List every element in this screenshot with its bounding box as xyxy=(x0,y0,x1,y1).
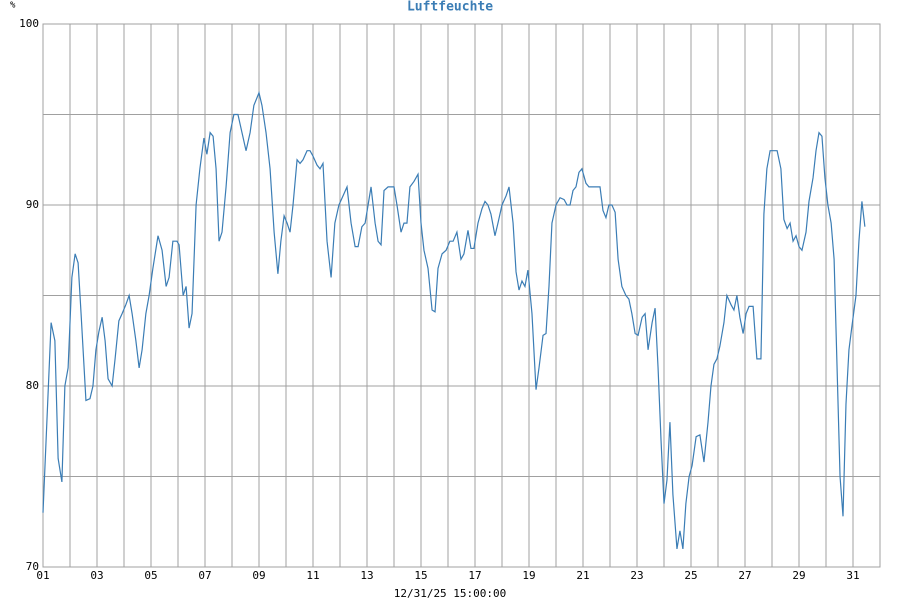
y-tick-label: 80 xyxy=(26,379,39,392)
x-tick-label: 09 xyxy=(252,569,265,582)
x-tick-label: 03 xyxy=(90,569,103,582)
chart-title: Luftfeuchte xyxy=(407,0,493,15)
x-tick-label: 15 xyxy=(414,569,427,582)
y-tick-label: 70 xyxy=(26,560,39,573)
data-line xyxy=(42,90,866,549)
x-tick-label: 17 xyxy=(468,569,481,582)
x-tick-label: 07 xyxy=(198,569,211,582)
x-axis-label: 12/31/25 15:00:00 xyxy=(394,587,507,600)
plot xyxy=(42,90,866,549)
x-tick-label: 25 xyxy=(684,569,697,582)
x-tick-label: 05 xyxy=(144,569,157,582)
x-tick-label: 01 xyxy=(36,569,49,582)
y-tick-label: 100 xyxy=(19,17,39,30)
x-tick-label: 11 xyxy=(306,569,319,582)
y-unit: % xyxy=(10,1,16,11)
x-tick-label: 23 xyxy=(630,569,643,582)
x-tick-label: 31 xyxy=(846,569,859,582)
x-tick-label: 29 xyxy=(792,569,805,582)
plot-border xyxy=(42,23,881,568)
x-tick-label: 27 xyxy=(738,569,751,582)
y-tick-label: 90 xyxy=(26,198,39,211)
x-tick-label: 19 xyxy=(522,569,535,582)
x-tick-label: 21 xyxy=(576,569,589,582)
grid xyxy=(42,23,881,568)
x-tick-label: 13 xyxy=(360,569,373,582)
